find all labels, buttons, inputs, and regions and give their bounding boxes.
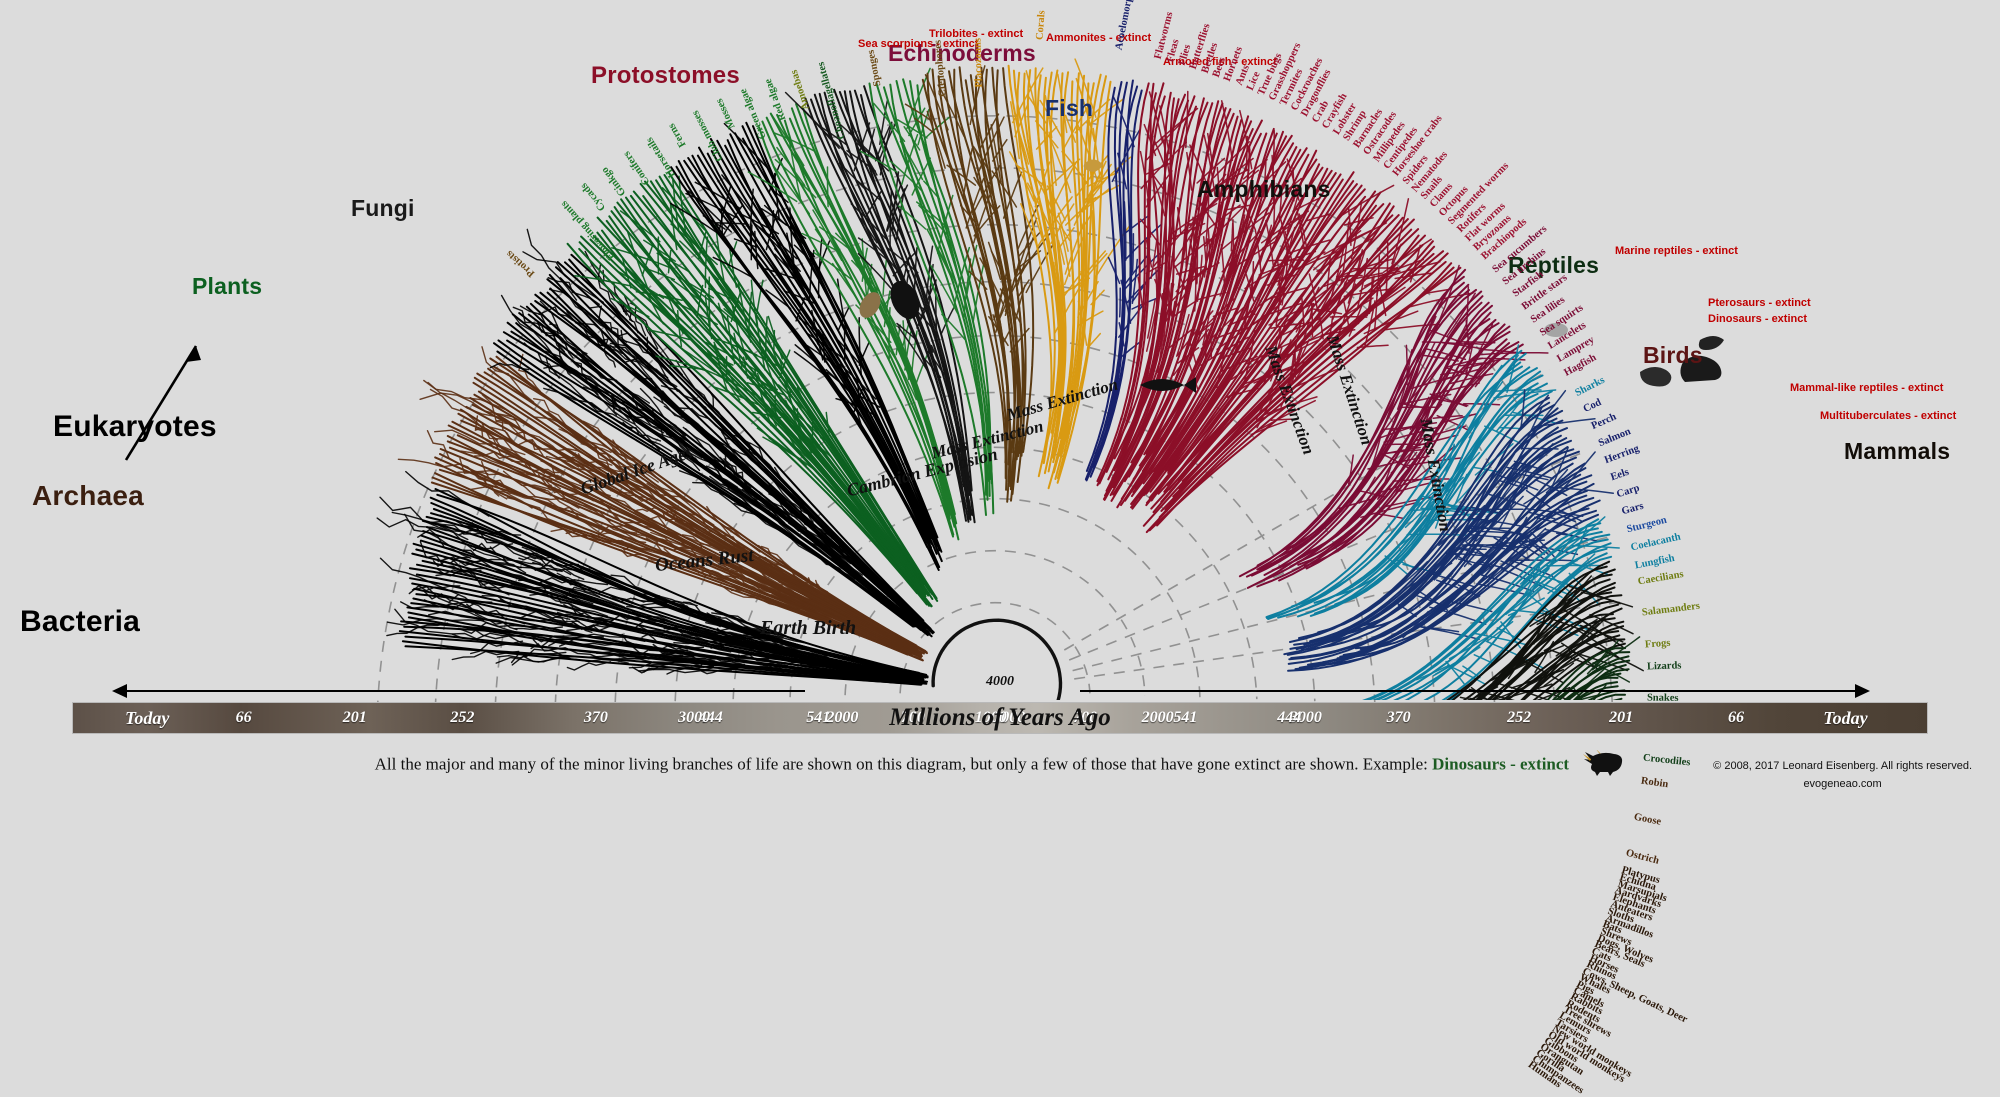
tip-placozoans: Placozoans	[972, 38, 985, 88]
heading-bacteria: Bacteria	[20, 605, 141, 638]
axis-arrow-left	[112, 684, 127, 698]
extinct-sea-scorpions: Sea scorpions - extinct	[858, 38, 979, 50]
timeline-tick-right-541: 541	[1173, 709, 1198, 726]
timeline-tick-right-444: 444	[1277, 709, 1302, 726]
timeline-tick-left-700: 700	[900, 709, 925, 726]
timeline-tick-left-today: Today	[124, 708, 170, 728]
timeline-tick-right-700: 700	[1073, 709, 1098, 726]
website-text: evogeneao.com	[1803, 777, 1882, 790]
extinct-dinosaurs: Dinosaurs - extinct	[1708, 313, 1808, 325]
timeline-axis-label: Millions of Years Ago	[889, 704, 1111, 731]
mammal-icon	[1640, 366, 1672, 387]
silhouette-icons	[859, 159, 1724, 393]
eukaryotes-arrow	[124, 345, 201, 461]
shell-icon	[859, 292, 881, 318]
heading-mammals: Mammals	[1844, 438, 1951, 464]
branch-lines	[376, 58, 1644, 700]
timeline-tick-left-444: 444	[698, 709, 723, 726]
dinosaur-icon	[1680, 355, 1722, 382]
extinct-mammal-like-reptiles: Mammal-like reptiles - extinct	[1790, 382, 1944, 394]
extinct-marine-reptiles: Marine reptiles - extinct	[1615, 245, 1738, 257]
timeline-tick-left-3000: 3000	[1289, 709, 1322, 726]
tip-ostrich: Ostrich	[1624, 847, 1661, 868]
timeline-tick-left-66: 66	[235, 709, 252, 726]
timeline-tick-right-252: 252	[1507, 709, 1532, 726]
timeline-tick-left-1000: 1000	[993, 709, 1026, 726]
heading-reptiles: Reptiles	[1508, 252, 1600, 278]
copyright-text: © 2008, 2017 Leonard Eisenberg. All righ…	[1713, 760, 1972, 772]
extinct-armored-fish: Armored fish - extinct	[1163, 56, 1277, 68]
timeline-tick-right-1000: 1000	[974, 709, 1007, 726]
timeline-tick-left-201: 201	[342, 709, 367, 726]
timeline-tick-left-2000: 2000	[1141, 709, 1174, 726]
timeline-tick-right-201: 201	[1609, 709, 1634, 726]
extinct-trilobites: Trilobites - extinct	[929, 28, 1024, 40]
tree-svg	[124, 58, 1724, 712]
extinct-ammonites: Ammonites - extinct	[1046, 32, 1152, 44]
axis-center-value: 4000	[986, 674, 1014, 689]
timeline-tick-right-66: 66	[1728, 709, 1745, 726]
heading-echinoderms: Echinoderms	[888, 40, 1036, 66]
timeline-bar[interactable]: Today 66 201 252 370 444 541 700 1000 2000 3000 30…	[72, 702, 1928, 734]
timeline-tick-left-370: 370	[583, 709, 608, 726]
timeline-tick-left-252: 252	[450, 709, 475, 726]
axis-line-right	[1080, 690, 1855, 692]
footer-caption: All the major and many of the minor livi…	[0, 749, 2000, 781]
axis-arrow-right	[1855, 684, 1870, 698]
tip-lizards: Lizards	[1646, 660, 1682, 673]
axis-line-left	[125, 690, 805, 692]
heading-protostomes: Protostomes	[591, 62, 740, 89]
reptile-icon	[1544, 323, 1568, 337]
timeline-tick-right-370: 370	[1386, 709, 1411, 726]
heading-amphibians: Amphibians	[1197, 176, 1331, 202]
timeline-tick-left-541: 541	[806, 709, 831, 726]
heading-eukaryotes: Eukaryotes	[53, 410, 217, 443]
worm-icon	[1083, 159, 1103, 172]
timeline-tick-right-3000: 3000	[678, 709, 711, 726]
heading-fungi: Fungi	[351, 195, 415, 221]
extinct-pterosaurs: Pterosaurs - extinct	[1708, 297, 1811, 309]
heading-birds: Birds	[1643, 342, 1703, 368]
heading-fish: Fish	[1045, 95, 1094, 121]
footer-caption-highlight: Dinosaurs - extinct	[1432, 754, 1570, 774]
trilobite-icon	[890, 281, 920, 319]
copyright-block: © 2008, 2017 Leonard Eisenberg. All righ…	[1713, 758, 1972, 793]
tip-frogs: Frogs	[1645, 637, 1672, 651]
fish-icon	[1140, 377, 1196, 393]
footer-caption-text: All the major and many of the minor livi…	[374, 754, 1428, 774]
heading-plants: Plants	[192, 273, 263, 299]
triceratops-icon	[1581, 749, 1625, 781]
heading-archaea: Archaea	[32, 480, 144, 511]
extinct-multituberculates: Multituberculates - extinct	[1820, 410, 1957, 422]
timeline-tick-right-today: Today	[1823, 708, 1868, 728]
bird-icon	[1698, 336, 1724, 350]
timeline-tick-right-2000: 2000	[826, 709, 859, 726]
event-earth-birth: Earth Birth	[760, 617, 857, 639]
